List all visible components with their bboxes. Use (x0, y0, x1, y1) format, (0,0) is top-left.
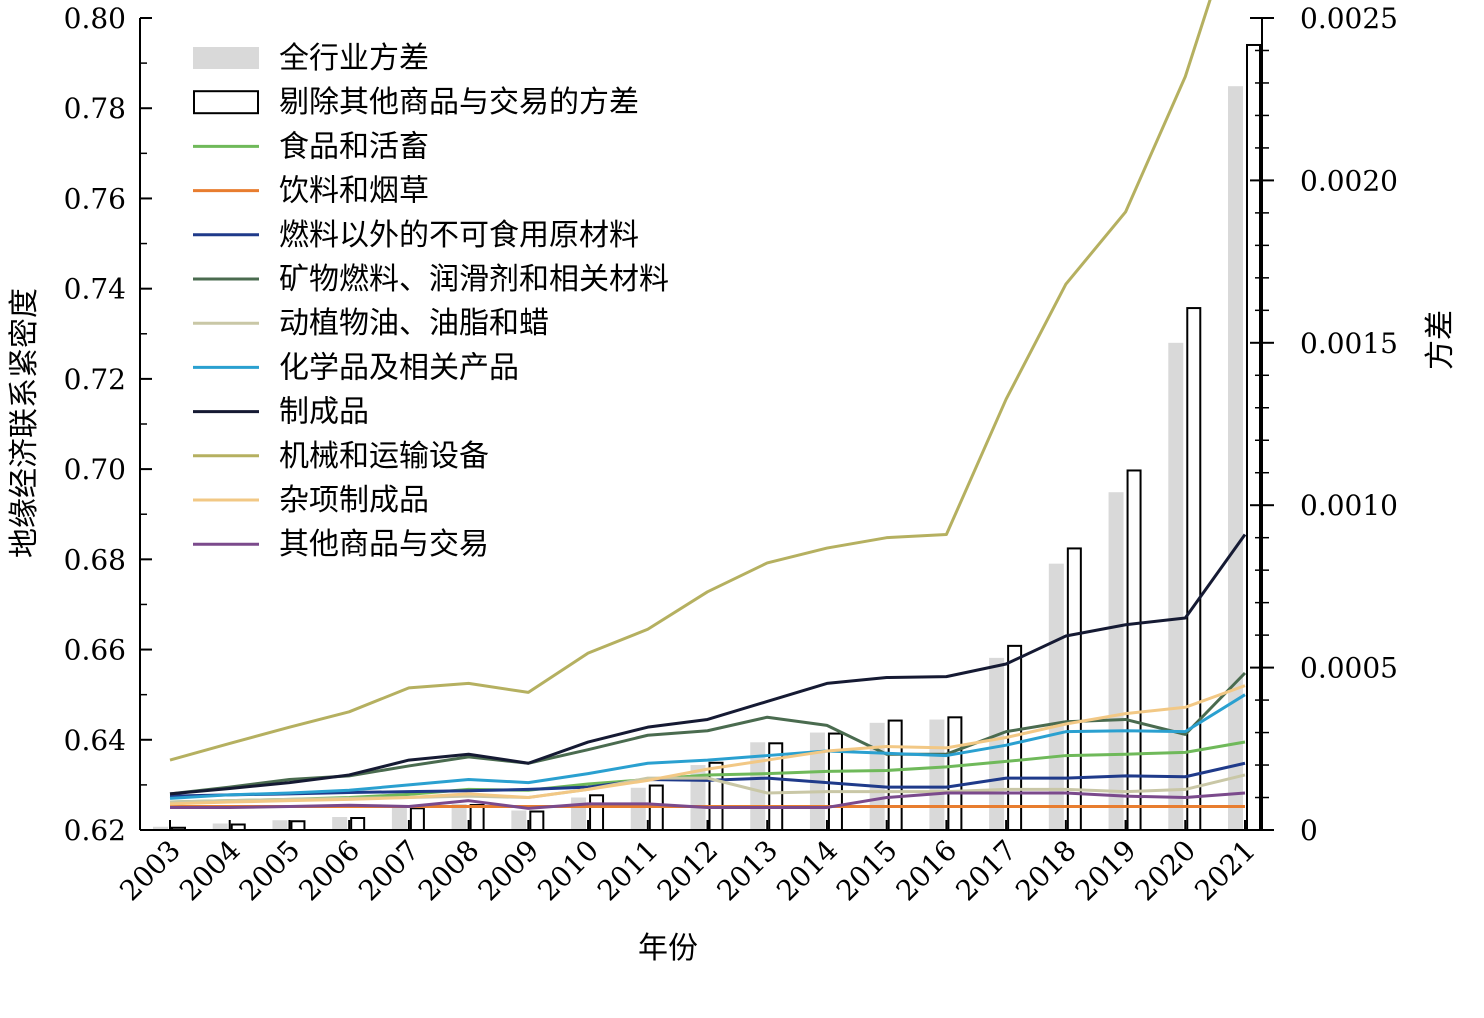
x-tick-label: 2021 (1188, 834, 1262, 908)
x-tick-label: 2010 (531, 834, 605, 908)
bar-excluding-other (708, 761, 724, 831)
bar-all-industries (391, 807, 407, 830)
y-tick-label: 0.64 (64, 724, 126, 757)
bar-all-industries (869, 722, 885, 830)
y2-tick-label: 0.0015 (1300, 327, 1398, 360)
bar-all-industries (929, 719, 945, 830)
x-tick-label: 2015 (830, 834, 904, 908)
y-tick-label: 0.80 (64, 2, 126, 35)
bar-all-industries (212, 823, 228, 830)
bar-all-industries (451, 804, 467, 830)
y-tick-label: 0.72 (64, 363, 126, 396)
series-line-6 (169, 533, 1247, 796)
bar-all-industries (153, 826, 168, 830)
x-tick-label: 2013 (710, 834, 784, 908)
bar-all-industries (272, 820, 288, 830)
bar-all-industries (332, 817, 348, 830)
legend-label: 化学品及相关产品 (279, 350, 519, 385)
bar-all-industries (630, 787, 646, 830)
x-tick-label: 2005 (233, 834, 307, 908)
y-tick-label: 0.62 (64, 814, 126, 847)
bar-all-industries (1168, 342, 1184, 830)
legend-label: 制成品 (279, 395, 369, 430)
legend-swatch-outline (193, 90, 259, 115)
bar-all-industries (571, 797, 587, 830)
x-tick-label: 2020 (1129, 834, 1203, 908)
legend-label: 食品和活畜 (279, 129, 429, 164)
legend-label: 动植物油、油脂和蜡 (279, 306, 549, 341)
y2-tick-label: 0.0020 (1300, 164, 1398, 197)
y-tick-label: 0.78 (64, 92, 126, 125)
bar-excluding-other (469, 804, 485, 831)
legend-label: 矿物燃料、润滑剂和相关材料 (279, 262, 669, 297)
legend-label: 剔除其他商品与交易的方差 (279, 85, 639, 120)
series-line-8 (169, 684, 1246, 806)
series-line-9 (170, 791, 1246, 810)
legend: 全行业方差剔除其他商品与交易的方差食品和活畜饮料和烟草燃料以外的不可食用原材料矿… (193, 41, 669, 562)
legend-label: 燃料以外的不可食用原材料 (279, 218, 639, 253)
bar-excluding-other (1246, 43, 1261, 831)
bar-excluding-other (589, 794, 605, 831)
bar-excluding-other (947, 716, 963, 832)
x-tick-label: 2011 (591, 834, 665, 908)
y2-tick-label: 0 (1300, 814, 1318, 847)
x-tick-label: 2016 (890, 834, 964, 908)
bar-excluding-other (887, 719, 903, 831)
series-line-5 (169, 693, 1246, 800)
y-tick-label: 0.76 (64, 182, 126, 215)
legend-label: 全行业方差 (279, 41, 429, 76)
lines-layer (169, 0, 1247, 810)
x-tick-label: 2007 (352, 834, 426, 908)
series-line-2 (169, 761, 1246, 798)
x-tick-label: 2017 (949, 834, 1023, 908)
x-tick-label: 2019 (1069, 834, 1143, 908)
bar-all-industries (511, 810, 527, 830)
bar-excluding-other (529, 810, 545, 832)
series-line-4 (169, 773, 1246, 804)
x-tick-label: 2014 (770, 834, 844, 908)
legend-label: 饮料和烟草 (279, 174, 429, 209)
series-line-7 (169, 0, 1212, 762)
y2-tick-label: 0.0010 (1300, 489, 1398, 522)
bar-all-industries (1228, 86, 1243, 830)
y-axis-title: 地缘经济联系紧密度 (7, 288, 42, 558)
x-tick-label: 2008 (412, 834, 486, 908)
y2-tick-label: 0.0005 (1300, 652, 1398, 685)
y-tick-label: 0.68 (64, 543, 126, 576)
bar-all-industries (1108, 492, 1124, 830)
bar-all-industries (1048, 563, 1064, 830)
bar-excluding-other (350, 817, 366, 831)
bar-all-industries (989, 657, 1005, 830)
bar-excluding-other (409, 807, 425, 831)
legend-label: 机械和运输设备 (279, 439, 489, 474)
x-tick-label: 2018 (1009, 834, 1083, 908)
y2-tick-label: 0.0025 (1300, 2, 1398, 35)
axes-layer: 0.62 0.64 0.66 0.68 0.70 0.72 0.74 0.76 0.78 0.80… (64, 2, 1398, 907)
bar-excluding-other (290, 820, 306, 831)
x-tick-label: 2012 (651, 834, 725, 908)
legend-label: 杂项制成品 (279, 483, 429, 518)
legend-label: 其他商品与交易 (279, 527, 489, 562)
y-tick-label: 0.66 (64, 634, 126, 667)
x-tick-label: 2006 (292, 834, 366, 908)
bar-excluding-other (1066, 547, 1082, 831)
y2-axis-title: 方差 (1423, 310, 1458, 370)
x-tick-label: 2009 (472, 834, 546, 908)
legend-swatch-filled (193, 47, 259, 69)
y-tick-label: 0.74 (64, 273, 126, 306)
x-axis-title: 年份 (638, 931, 698, 966)
x-tick-label: 2004 (173, 834, 247, 908)
y-tick-label: 0.70 (64, 453, 126, 486)
